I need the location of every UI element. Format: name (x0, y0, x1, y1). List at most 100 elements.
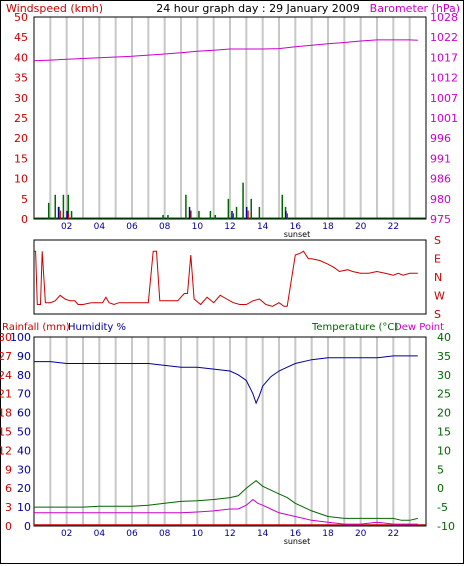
windspeed-tick-label: 15 (14, 152, 28, 165)
windspeed-tick-label: 25 (14, 112, 28, 125)
x-tick-label: 08 (159, 529, 171, 539)
direction-tick-label: W (434, 290, 445, 303)
x-tick-label: 02 (61, 222, 72, 232)
dewpoint-axis-label: Dew Point (394, 322, 444, 333)
temperature-tick-label: -10 (437, 520, 455, 533)
x-tick-label: 06 (126, 222, 138, 232)
humidity-tick-label: 20 (17, 482, 31, 495)
temperature-tick-label: 30 (437, 369, 451, 382)
sunset-annotation-bottom: sunset (284, 537, 311, 546)
humidity-ticks: 0 10 20 30 40 50 60 70 80 90 100 (10, 331, 31, 533)
temperature-tick-label: 20 (437, 407, 451, 420)
humidity-tick-label: 90 (17, 350, 31, 363)
x-tick-label: 18 (322, 222, 334, 232)
barometer-tick-label: 980 (430, 193, 451, 206)
humidity-tick-label: 40 (17, 444, 31, 457)
windspeed-tick-label: 40 (14, 51, 28, 64)
humidity-tick-label: 50 (17, 426, 31, 439)
x-tick-label: 18 (322, 529, 334, 539)
windspeed-tick-label: 45 (14, 31, 28, 44)
temperature-axis-label: Temperature (°C) (311, 322, 398, 333)
barometer-tick-label: 1007 (430, 92, 458, 105)
direction-tick-label: S (434, 308, 441, 321)
chart-title: 24 hour graph day : 29 January 2009 (156, 2, 360, 15)
top-plot-area (33, 16, 427, 220)
rainfall-tick-label: 9 (5, 463, 12, 476)
barometer-tick-label: 986 (430, 173, 451, 186)
temperature-tick-label: 40 (437, 331, 451, 344)
x-tick-label: 16 (290, 529, 302, 539)
direction-tick-label: N (434, 271, 442, 284)
x-tick-label: 04 (94, 529, 106, 539)
direction-tick-label: E (434, 253, 441, 266)
barometer-tick-label: 1001 (430, 112, 458, 125)
windspeed-tick-label: 5 (21, 193, 28, 206)
temperature-tick-label: 5 (437, 463, 444, 476)
barometer-tick-label: 975 (430, 213, 451, 226)
x-tick-label: 22 (388, 222, 399, 232)
rainfall-tick-label: 12 (0, 444, 12, 457)
x-tick-label: 20 (355, 529, 367, 539)
windspeed-tick-label: 35 (14, 72, 28, 85)
barometer-tick-label: 996 (430, 132, 451, 145)
humidity-axis-label: Humidity % (68, 322, 126, 333)
windspeed-axis-label: Windspeed (kmh) (6, 2, 103, 15)
x-tick-label: 14 (257, 529, 269, 539)
dewpoint-series (34, 498, 418, 525)
x-tick-label: 06 (126, 529, 138, 539)
wind-direction-series (34, 250, 418, 307)
wind-average-series (58, 206, 288, 219)
x-tick-label: 10 (192, 529, 204, 539)
temperature-tick-label: 25 (437, 388, 451, 401)
x-tick-label: 12 (224, 529, 235, 539)
windspeed-tick-label: 50 (14, 11, 28, 24)
barometer-series (33, 39, 418, 62)
x-tick-label: 14 (257, 222, 269, 232)
temperature-tick-label: 0 (437, 482, 444, 495)
x-tick-label: 10 (192, 222, 204, 232)
rainfall-tick-label: 15 (0, 426, 12, 439)
x-tick-label: 20 (355, 222, 367, 232)
x-tick-label: 22 (388, 529, 399, 539)
top-grid (49, 17, 411, 219)
windspeed-ticks: 0 5 10 15 20 25 30 35 40 45 50 (14, 11, 28, 226)
barometer-tick-label: 1028 (430, 11, 458, 24)
bottom-grid (49, 337, 411, 526)
barometer-ticks: 975 980 986 991 996 1001 1007 1012 1017 1022 1028 (430, 11, 458, 226)
direction-plot-area (33, 239, 427, 315)
humidity-tick-label: 0 (24, 520, 31, 533)
rainfall-ticks: 0 3 6 9 12 15 18 21 24 27 30 (0, 331, 12, 533)
temperature-tick-label: 35 (437, 350, 451, 363)
x-tick-label: 02 (61, 529, 72, 539)
temperature-tick-label: 15 (437, 426, 451, 439)
top-x-ticks: 02 04 06 08 10 12 14 16 18 20 22 (61, 222, 399, 232)
windspeed-tick-label: 10 (14, 173, 28, 186)
bottom-plot-area (33, 336, 427, 527)
rainfall-tick-label: 24 (0, 369, 12, 382)
rainfall-tick-label: 18 (0, 407, 12, 420)
humidity-tick-label: 70 (17, 388, 31, 401)
barometer-tick-label: 991 (430, 152, 451, 165)
sunset-annotation: sunset (284, 230, 311, 239)
rainfall-tick-label: 0 (5, 520, 12, 533)
temperature-series (34, 479, 418, 521)
temperature-tick-label: 10 (437, 444, 451, 457)
bottom-panel: Rainfall (mm) Humidity % Temperature (°C… (0, 322, 455, 546)
humidity-tick-label: 100 (10, 331, 31, 344)
windspeed-tick-label: 0 (21, 213, 28, 226)
top-panel: Windspeed (kmh) 24 hour graph day : 29 J… (6, 2, 460, 239)
humidity-tick-label: 60 (17, 407, 31, 420)
temperature-tick-label: -5 (437, 501, 448, 514)
barometer-axis-label: Barometer (hPa) (370, 2, 460, 15)
temperature-ticks: -10 -5 0 5 10 15 20 25 30 35 40 (437, 331, 455, 533)
direction-tick-label: S (434, 234, 441, 247)
x-tick-label: 08 (159, 222, 171, 232)
rainfall-tick-label: 6 (5, 482, 12, 495)
humidity-tick-label: 30 (17, 463, 31, 476)
barometer-tick-label: 1017 (430, 51, 458, 64)
humidity-tick-label: 10 (17, 501, 31, 514)
